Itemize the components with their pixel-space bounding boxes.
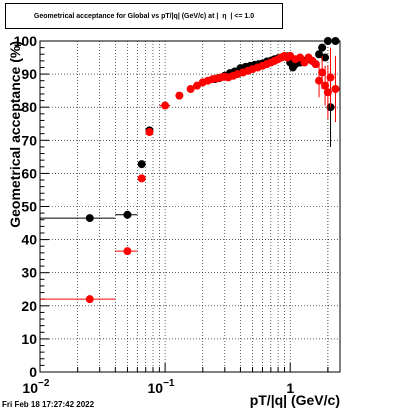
grid [40, 41, 340, 372]
data-point [85, 214, 94, 223]
data-point [321, 81, 330, 90]
x-tick-label: 1 [286, 380, 294, 396]
x-tick-exponent: −1 [163, 378, 175, 389]
data-point [145, 128, 154, 137]
y-tick-label: 50 [21, 199, 37, 215]
y-tick-label: 30 [21, 265, 37, 281]
axis-ticks [39, 40, 329, 373]
data-point [311, 60, 320, 69]
y-tick-label: 100 [14, 33, 38, 49]
data-point [137, 160, 146, 169]
y-tick-label: 0 [29, 364, 37, 380]
x-tick-label: 10 [22, 380, 38, 396]
data-point [85, 295, 94, 304]
x-tick-label: 10 [148, 380, 164, 396]
y-tick-label: 60 [21, 165, 37, 181]
y-tick-label: 40 [21, 232, 37, 248]
data-point [123, 247, 132, 256]
data-point [318, 43, 327, 52]
y-tick-label: 90 [21, 66, 37, 82]
y-tick-label: 80 [21, 99, 37, 115]
y-tick-label: 20 [21, 298, 37, 314]
data-point [186, 84, 195, 93]
series-black [40, 37, 340, 223]
x-tick-exponent: −2 [38, 378, 50, 389]
timestamp: Fri Feb 18 17:27:42 2022 [2, 400, 95, 409]
data-point [321, 53, 330, 62]
chart-title: Geometrical acceptance for Global vs pT/… [5, 3, 283, 29]
data-point [318, 68, 327, 77]
data-point [326, 73, 335, 82]
data-point [315, 50, 324, 59]
y-tick-label: 70 [21, 132, 37, 148]
data-point [175, 91, 184, 100]
series-red [40, 47, 340, 304]
y-tick-label: 10 [21, 331, 37, 347]
data-point [323, 88, 332, 97]
data-point [137, 174, 146, 183]
data-point [331, 37, 340, 45]
data-point [315, 76, 324, 85]
data-point [123, 210, 132, 219]
data-point [331, 84, 340, 93]
x-axis-label: pT/|q| (GeV/c) [250, 392, 340, 408]
y-axis-label: Geometrical acceptance (%) [7, 41, 23, 228]
data-series [40, 37, 340, 304]
data-point [323, 37, 332, 45]
data-point [161, 101, 170, 110]
